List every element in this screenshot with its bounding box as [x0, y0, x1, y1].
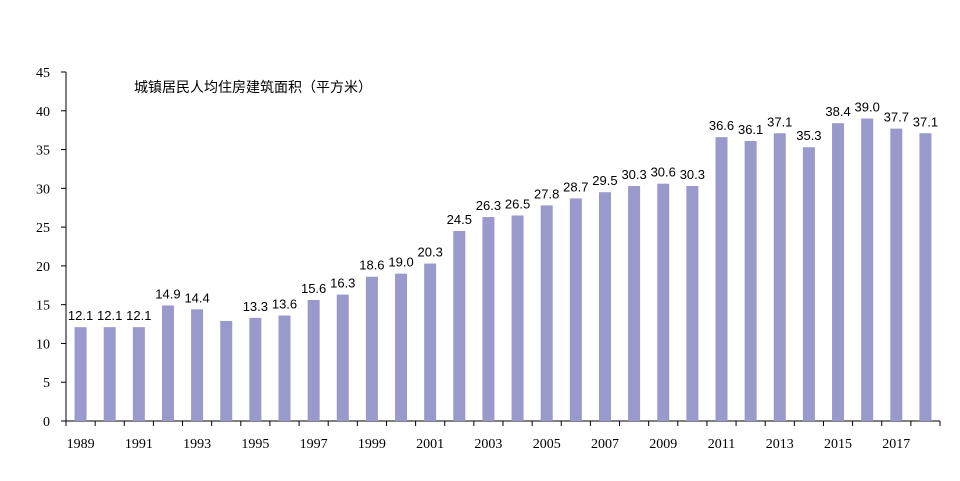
- y-tick-label: 10: [36, 337, 50, 352]
- data-label: 37.7: [884, 110, 909, 125]
- data-label: 18.6: [359, 258, 384, 273]
- data-label: 30.3: [621, 167, 646, 182]
- x-tick-label: 2015: [824, 437, 852, 452]
- data-label: 20.3: [418, 245, 443, 260]
- bar: [249, 317, 262, 421]
- bar: [161, 305, 174, 421]
- data-label: 37.1: [913, 114, 938, 129]
- bar: [540, 205, 553, 421]
- data-label: 27.8: [534, 186, 559, 201]
- x-axis: 1989 1991 1993 1995 1997 1999 2001 2003 2005 2007…: [65, 420, 941, 452]
- bar: [395, 273, 408, 421]
- data-label: 38.4: [825, 104, 850, 119]
- data-label: 30.3: [680, 167, 705, 182]
- bar: [657, 183, 670, 421]
- x-tick-label: 1995: [241, 437, 269, 452]
- bar: [365, 276, 378, 421]
- y-tick-label: 35: [36, 144, 50, 159]
- data-label: 37.1: [767, 114, 792, 129]
- data-label: 39.0: [855, 100, 880, 115]
- bar: [569, 198, 582, 421]
- data-label: 28.7: [563, 179, 588, 194]
- x-tick-label: 2011: [708, 437, 735, 452]
- data-label: 24.5: [447, 212, 472, 227]
- data-label: 12.1: [68, 308, 93, 323]
- bar: [773, 133, 786, 421]
- y-tick-label: 30: [36, 182, 50, 197]
- x-tick-label: 2013: [766, 437, 794, 452]
- x-tick-label: 2003: [474, 437, 502, 452]
- bar: [278, 315, 291, 421]
- x-tick-label: 1989: [67, 437, 95, 452]
- bar: [424, 263, 437, 421]
- data-label: 26.3: [476, 198, 501, 213]
- y-tick-label: 40: [36, 105, 50, 120]
- data-label: 26.5: [505, 196, 530, 211]
- chart-title: 城镇居民人均住房建筑面积（平方米）: [134, 80, 372, 96]
- bars: [74, 118, 932, 422]
- y-axis: 0 5 10 15 20 25 30 35 40 45: [36, 66, 67, 430]
- bar: [832, 123, 845, 421]
- value-labels: 12.1 12.1 12.1 14.9 14.4 13.3 13.6 15.6 16.3 18.6…: [68, 100, 938, 324]
- data-label: 13.3: [243, 299, 268, 314]
- x-tick-label: 2001: [416, 437, 444, 452]
- bar: [132, 327, 145, 421]
- bar: [919, 133, 932, 421]
- bar: [598, 192, 611, 421]
- y-tick-label: 0: [43, 415, 50, 430]
- x-tick-label: 1997: [300, 437, 328, 452]
- data-label: 13.6: [272, 297, 297, 312]
- data-label: 36.6: [709, 118, 734, 133]
- y-tick-label: 25: [36, 221, 50, 236]
- bar: [74, 327, 87, 421]
- bar: [628, 186, 641, 421]
- bar: [890, 128, 903, 422]
- data-label: 36.1: [738, 122, 763, 137]
- x-tick-label: 2007: [591, 437, 619, 452]
- bar: [482, 217, 495, 421]
- x-tick-label: 1999: [358, 437, 386, 452]
- data-label: 35.3: [796, 128, 821, 143]
- bar: [861, 118, 874, 422]
- data-label: 14.9: [155, 286, 180, 301]
- x-tick-label: 2009: [649, 437, 677, 452]
- bar: [307, 300, 320, 421]
- data-label: 12.1: [126, 308, 151, 323]
- bar: [453, 230, 466, 421]
- bar: [511, 215, 524, 421]
- x-tick-label: 2017: [882, 437, 910, 452]
- bar: [103, 327, 116, 421]
- y-tick-label: 15: [36, 299, 50, 314]
- bar: [336, 294, 349, 421]
- bar: [715, 137, 728, 421]
- bar: [686, 186, 699, 421]
- data-label: 12.1: [97, 308, 122, 323]
- data-label: 14.4: [184, 290, 209, 305]
- x-tick-label: 1991: [125, 437, 153, 452]
- bar: [220, 320, 233, 421]
- y-tick-label: 5: [43, 376, 50, 391]
- bar: [802, 147, 815, 421]
- x-tick-label: 1993: [183, 437, 211, 452]
- data-label: 29.5: [592, 173, 617, 188]
- y-tick-label: 45: [36, 66, 50, 81]
- data-label: 15.6: [301, 281, 326, 296]
- y-tick-label: 20: [36, 260, 50, 275]
- data-label: 19.0: [388, 255, 413, 270]
- bar: [191, 309, 204, 421]
- data-label: 30.6: [651, 165, 676, 180]
- x-tick-label: 2005: [533, 437, 561, 452]
- bar: [744, 141, 757, 421]
- data-label: 16.3: [330, 276, 355, 291]
